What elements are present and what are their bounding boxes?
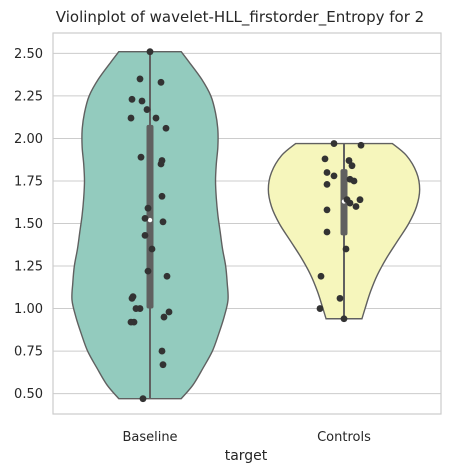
y-tick-label: 1.00 (14, 302, 43, 317)
iqr-box-baseline (146, 124, 154, 309)
data-point (128, 95, 136, 103)
y-tick-label: 0.75 (14, 345, 43, 360)
data-point (141, 214, 149, 222)
y-tick-labels: 0.50 0.75 1.00 1.25 1.50 1.75 2.00 2.25 2.50 (14, 47, 43, 402)
y-tick-label: 1.25 (14, 260, 43, 275)
data-point (323, 169, 331, 176)
data-point (137, 153, 145, 161)
plot-frame (52, 32, 442, 415)
data-point (330, 140, 338, 147)
data-point (136, 75, 144, 83)
y-tick-label: 2.25 (14, 89, 43, 104)
y-tick-label: 2.00 (14, 132, 43, 147)
data-point (132, 305, 140, 312)
data-point (317, 272, 325, 280)
data-point (159, 361, 167, 369)
data-point (357, 141, 365, 149)
median-marker-baseline (147, 217, 153, 223)
data-point (158, 347, 166, 355)
data-point (160, 313, 168, 321)
data-point (330, 172, 338, 180)
x-tick-label-baseline: Baseline (122, 430, 177, 445)
y-tick-label: 2.50 (14, 47, 43, 62)
violins (71, 51, 421, 400)
data-point (342, 245, 350, 253)
data-point (157, 160, 165, 168)
data-point (158, 192, 166, 200)
data-point (141, 232, 149, 239)
data-point (143, 106, 151, 113)
data-point (356, 196, 364, 204)
data-point (146, 48, 154, 56)
data-point (138, 97, 146, 105)
data-point (321, 155, 329, 163)
data-point (148, 245, 156, 253)
y-tick-label: 1.50 (14, 217, 43, 232)
data-point (350, 177, 358, 185)
data-point (336, 294, 344, 302)
data-point (346, 199, 354, 207)
x-tick-labels: Baseline Controls (122, 430, 371, 445)
data-point (323, 228, 331, 236)
data-point (345, 157, 353, 164)
data-point (348, 162, 356, 170)
data-point (144, 267, 152, 275)
data-point (127, 114, 135, 122)
data-point (340, 315, 348, 323)
data-point (165, 308, 173, 316)
data-point (127, 318, 135, 326)
data-point (323, 206, 331, 214)
data-point (316, 305, 324, 312)
data-point (152, 114, 160, 122)
data-point (163, 272, 171, 280)
y-tick-label: 0.50 (14, 387, 43, 402)
x-axis-label: target (225, 448, 268, 464)
data-point (144, 204, 152, 212)
x-tick-label-controls: Controls (317, 430, 371, 445)
y-tick-label: 1.75 (14, 174, 43, 189)
data-points (127, 48, 365, 403)
data-point (159, 218, 167, 226)
data-point (157, 78, 165, 86)
data-point (162, 124, 170, 132)
data-point (352, 203, 360, 210)
chart-title: Violinplot of wavelet-HLL_firstorder_Ent… (56, 8, 424, 27)
data-point (128, 294, 136, 302)
data-point (139, 395, 147, 403)
data-point (323, 180, 331, 188)
